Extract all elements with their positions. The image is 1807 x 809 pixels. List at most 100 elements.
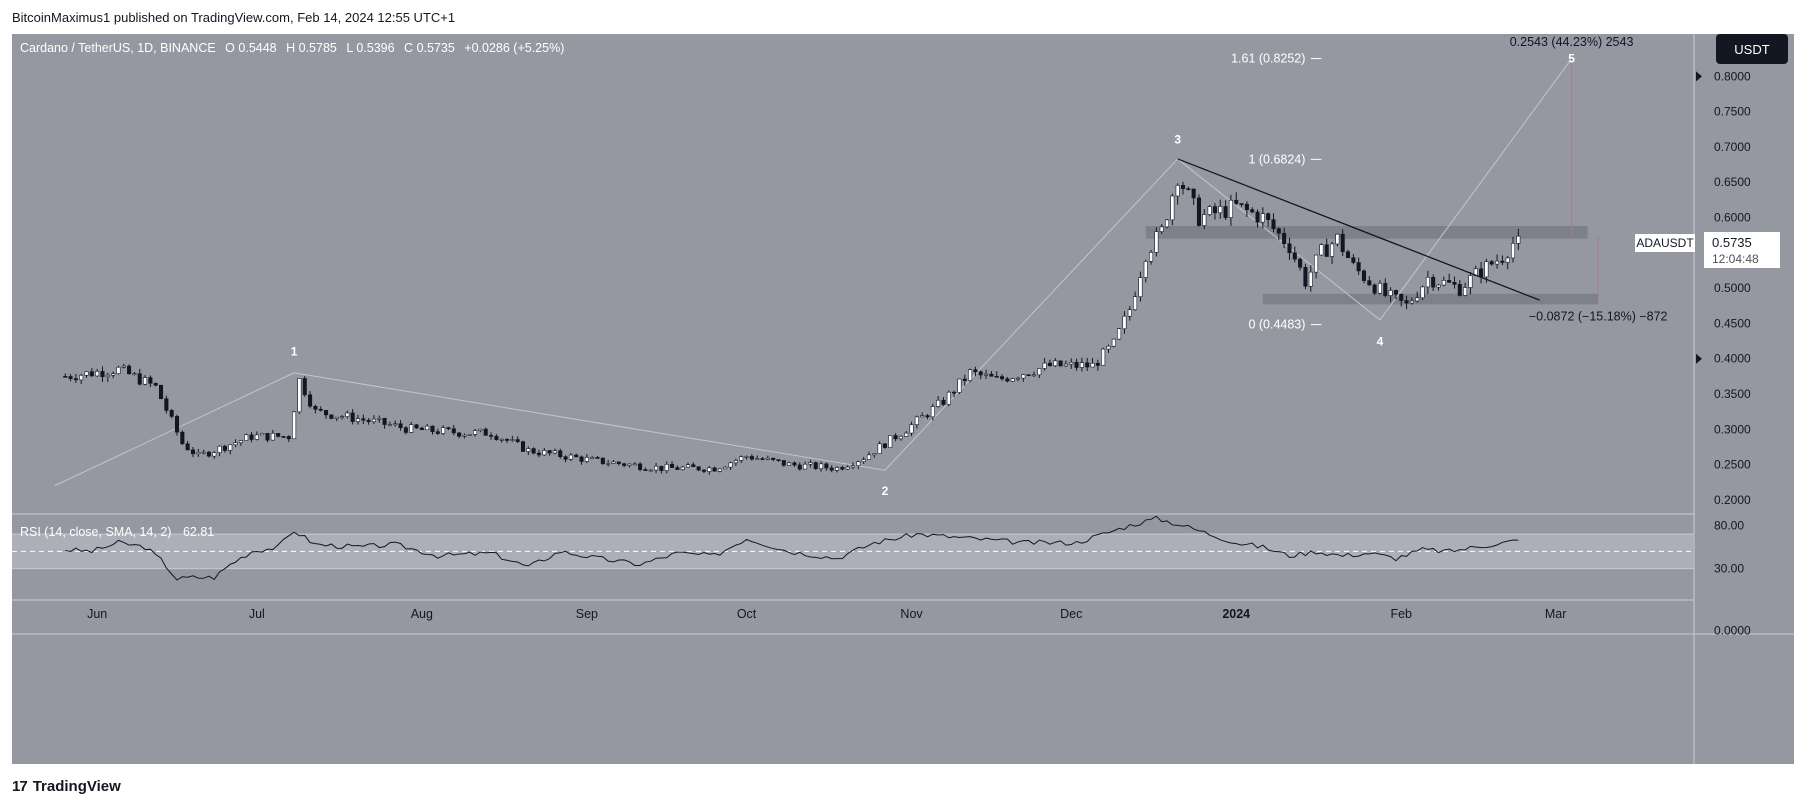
candle-body xyxy=(1138,277,1143,298)
candle-body xyxy=(648,469,653,472)
candle-body xyxy=(643,469,648,471)
candle-body xyxy=(63,376,68,378)
candle-body xyxy=(568,454,573,460)
high-value: 0.5785 xyxy=(299,41,337,55)
candle-body xyxy=(441,427,446,434)
candle-body xyxy=(339,416,345,418)
candle-body xyxy=(760,458,765,460)
candle-body xyxy=(1053,360,1058,367)
wave-label: 1 xyxy=(291,344,298,358)
candle-body xyxy=(872,453,877,456)
candle-body xyxy=(228,444,233,451)
candle-body xyxy=(180,431,185,445)
currency-button[interactable]: USDT xyxy=(1716,34,1788,64)
candle-body xyxy=(403,427,408,433)
rsi-tick-label: 80.00 xyxy=(1714,518,1744,532)
candle-body xyxy=(888,435,893,448)
candle-body xyxy=(712,467,717,472)
candle-body xyxy=(850,465,856,468)
candle-body xyxy=(654,465,659,471)
candle-body xyxy=(733,460,738,464)
rsi-tick-label: 0.0000 xyxy=(1714,624,1751,638)
candle-body xyxy=(111,373,116,376)
publish-text: BitcoinMaximus1 published on TradingView… xyxy=(12,10,456,25)
price-pane[interactable] xyxy=(12,34,1694,514)
candle-body xyxy=(968,369,973,381)
time-tick-label: Aug xyxy=(411,607,433,621)
candle-body xyxy=(787,462,792,466)
candle-body xyxy=(1356,262,1361,272)
rsi-tick-label: 30.00 xyxy=(1714,562,1744,576)
chart-area[interactable]: 1.61 (0.8252) 1 (0.6824) 0 (0.4483) 0.2543 … xyxy=(12,34,1794,764)
candle-body xyxy=(776,459,781,461)
candle-body xyxy=(638,463,643,470)
candle-body xyxy=(930,406,935,418)
candle-body xyxy=(159,384,164,400)
candle-body xyxy=(1021,374,1026,379)
candle-body xyxy=(664,464,669,471)
candle-body xyxy=(1101,348,1106,366)
candle-body xyxy=(409,424,414,433)
candle-body xyxy=(499,438,504,441)
candle-body xyxy=(254,434,259,440)
candle-body xyxy=(595,457,600,459)
candle-body xyxy=(659,465,664,471)
candle-body xyxy=(435,431,440,434)
candle-body xyxy=(1260,213,1265,223)
candle-body xyxy=(536,452,541,456)
candle-body xyxy=(313,405,318,410)
candle-body xyxy=(387,424,392,426)
publish-header: BitcoinMaximus1 published on TradingView… xyxy=(12,10,455,25)
rsi-pane[interactable]: 80.00 30.00 0.0000 xyxy=(12,515,1751,638)
candle-body xyxy=(100,371,105,378)
rsi-line xyxy=(65,515,1519,581)
price-axis[interactable] xyxy=(1694,34,1794,764)
candle-body xyxy=(1042,362,1047,369)
candle-body xyxy=(1111,338,1116,347)
time-tick-label: Mar xyxy=(1545,607,1567,621)
candle-body xyxy=(1015,377,1021,380)
candle-body xyxy=(249,434,254,440)
candle-body xyxy=(1308,271,1313,287)
price-tick-label: 0.6500 xyxy=(1714,175,1751,189)
price-tick-label: 0.3000 xyxy=(1714,422,1751,436)
candle-body xyxy=(324,410,329,416)
price-tick-label: 0.2500 xyxy=(1714,458,1751,472)
rsi-legend[interactable]: RSI (14, close, SMA, 14, 2) 62.81 xyxy=(20,525,214,539)
candle-body xyxy=(701,469,706,472)
candle-body xyxy=(941,399,946,405)
price-tag-box xyxy=(1704,232,1780,268)
candle-body xyxy=(504,438,510,441)
candle-body xyxy=(212,452,217,457)
candle-body xyxy=(898,436,903,440)
candle-body xyxy=(840,467,845,470)
candle-body xyxy=(552,450,557,454)
candle-body xyxy=(1058,360,1063,367)
candle-body xyxy=(1127,309,1132,317)
candle-body xyxy=(1340,233,1345,253)
candle-body xyxy=(893,435,898,440)
measure-down-label: −0.0872 (−15.18%) −872 xyxy=(1529,309,1668,323)
candle-body xyxy=(1234,199,1239,204)
candle-body xyxy=(1010,378,1015,382)
candle-body xyxy=(430,425,435,433)
price-tick-label: 0.3500 xyxy=(1714,387,1751,401)
candle-body xyxy=(1005,378,1010,382)
candle-body xyxy=(584,457,589,462)
candle-body xyxy=(1122,315,1127,330)
candle-body xyxy=(1106,345,1111,350)
candle-body xyxy=(244,434,249,441)
candle-body xyxy=(1196,197,1202,226)
candle-body xyxy=(1026,374,1031,377)
candle-body xyxy=(616,461,621,465)
candle-body xyxy=(1393,290,1398,295)
drawings-layer: 1.61 (0.8252) 1 (0.6824) 0 (0.4483) 0.2543 … xyxy=(54,35,1668,487)
candle-body xyxy=(1335,233,1340,245)
candle-body xyxy=(473,430,478,435)
price-tick-label: 0.4000 xyxy=(1714,352,1751,366)
candle-body xyxy=(904,432,909,437)
candle-body xyxy=(1276,228,1281,234)
candle-body xyxy=(952,391,957,394)
symbol-legend[interactable]: Cardano / TetherUS, 1D, BINANCE O 0.5448… xyxy=(20,41,564,55)
candle-body xyxy=(127,365,132,375)
